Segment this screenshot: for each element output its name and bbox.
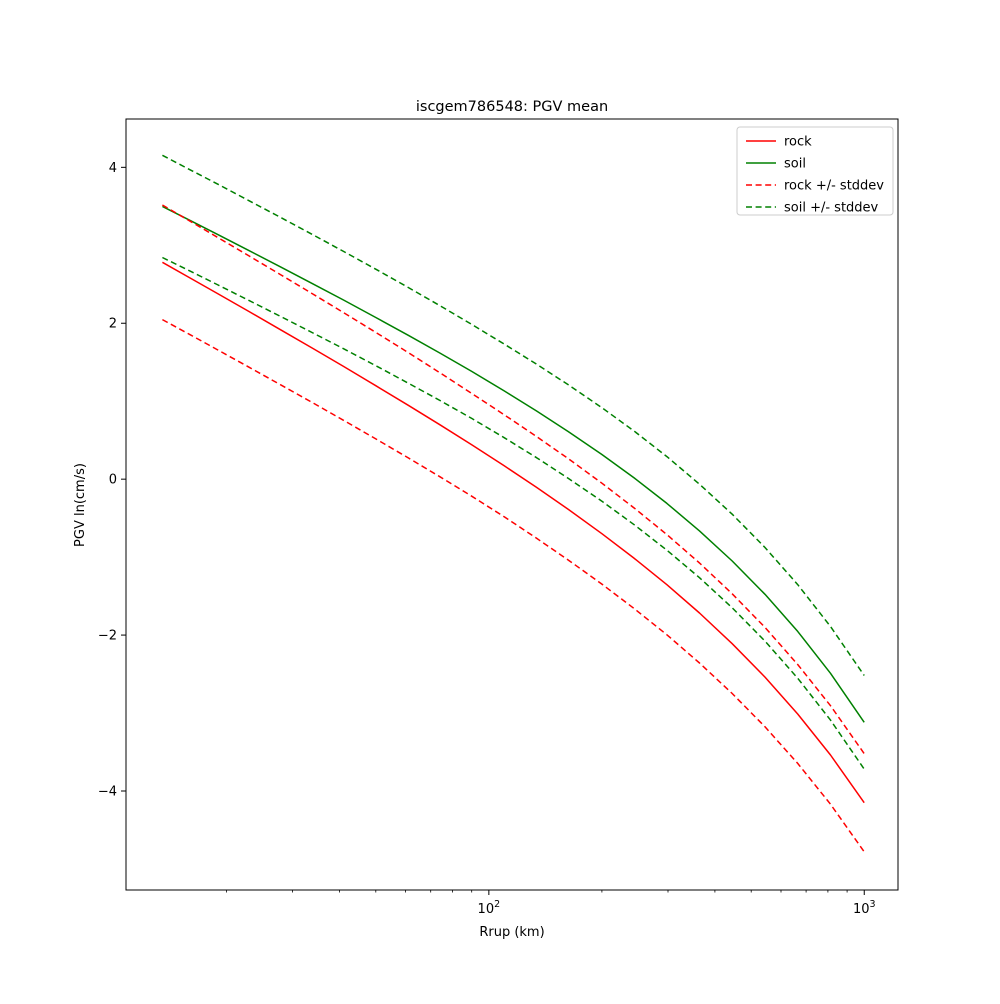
- y-tick-label: 4: [109, 161, 117, 176]
- y-axis-label: PGV ln(cm/s): [73, 463, 88, 547]
- series-line-rock-stddev: [162, 318, 865, 853]
- plot-area: [126, 119, 898, 890]
- axes-spines: [125, 118, 899, 891]
- series-line-soil-stddev: [162, 256, 865, 770]
- legend: rock soil rock +/- stddev soil +/- stddev: [736, 126, 894, 216]
- x-axis-label: Rrup (km): [479, 925, 544, 940]
- chart-title: iscgem786548: PGV mean: [416, 99, 608, 115]
- series-line-rock-stddev: [162, 204, 865, 755]
- y-tick-label: −2: [98, 629, 117, 644]
- legend-label: rock: [784, 135, 812, 150]
- legend-label: soil +/- stddev: [784, 201, 879, 216]
- series-line-rock: [162, 261, 865, 804]
- legend-label: soil: [784, 157, 806, 172]
- legend-label: rock +/- stddev: [784, 179, 884, 194]
- ticks-layer: 102 103 4 2 0 −2 −4: [98, 161, 876, 917]
- x-tick-label: 102: [478, 899, 501, 917]
- y-tick-label: −4: [98, 784, 117, 799]
- curves-layer: [162, 154, 865, 853]
- y-tick-label: 2: [109, 317, 117, 332]
- legend-box: [736, 126, 894, 216]
- x-tick-label: 103: [853, 899, 876, 917]
- series-line-soil: [162, 205, 865, 723]
- y-tick-label: 0: [109, 473, 117, 488]
